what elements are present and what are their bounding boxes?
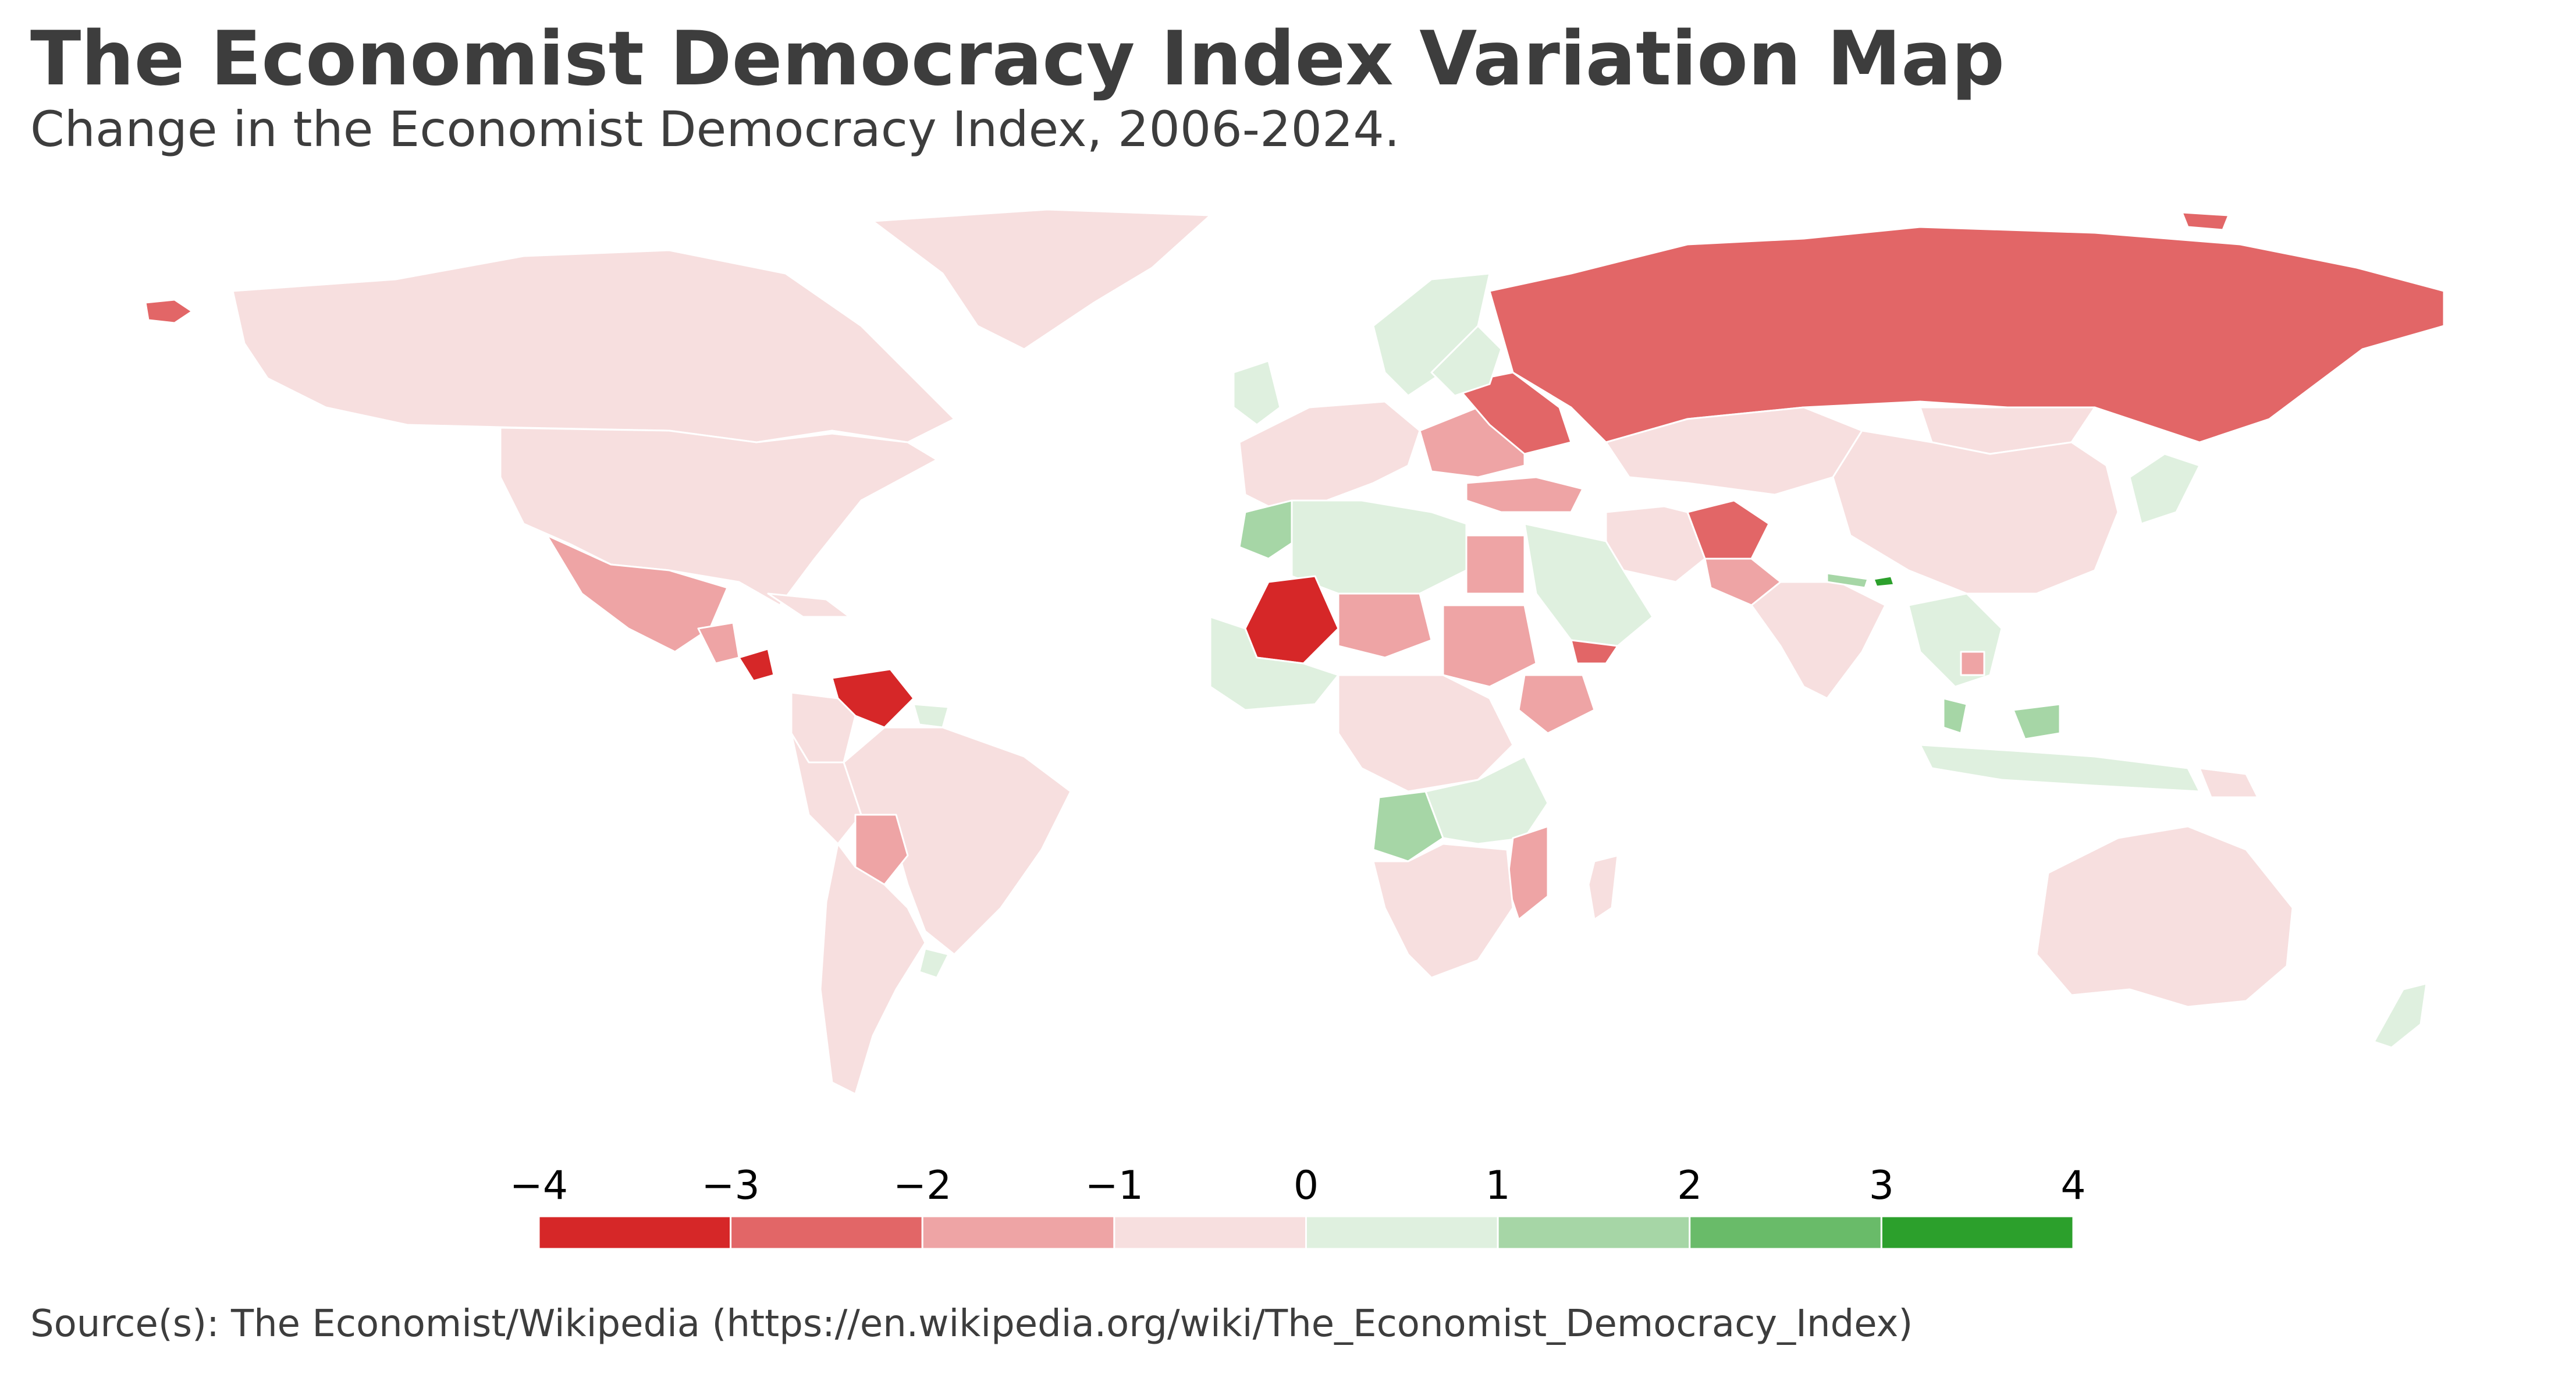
region-southern-africa bbox=[1372, 843, 1514, 979]
region-nepal-bhutan bbox=[1873, 575, 1895, 588]
colorbar-bin-2 bbox=[921, 1215, 1115, 1250]
colorbar-tick-label: 2 bbox=[1677, 1163, 1703, 1209]
region-sudan bbox=[1442, 604, 1537, 688]
region-nepal bbox=[1826, 572, 1869, 589]
region-southern-cone bbox=[819, 843, 926, 1095]
region-east-africa bbox=[1424, 755, 1549, 845]
region-indonesia-islands bbox=[1919, 744, 2201, 793]
region-southeast-asia bbox=[1907, 592, 2003, 688]
map-subtitle: Change in the Economist Democracy Index,… bbox=[30, 101, 1400, 158]
colorbar-tick-label: 0 bbox=[1293, 1163, 1319, 1209]
region-nicaragua bbox=[738, 648, 775, 682]
region-arabian-peninsula bbox=[1523, 523, 1654, 647]
colorbar-bin-4 bbox=[1305, 1215, 1499, 1250]
region-central-africa bbox=[1337, 674, 1514, 793]
colorbar-tick-label: −4 bbox=[509, 1163, 569, 1209]
colorbar-bin-7 bbox=[1880, 1215, 2074, 1250]
region-india bbox=[1750, 581, 1886, 700]
region-alaska-west bbox=[144, 299, 193, 324]
colorbar-bin-3 bbox=[1113, 1215, 1307, 1250]
region-australia bbox=[2035, 825, 2294, 1008]
region-chukotka-islands bbox=[2181, 211, 2230, 231]
colorbar-tick-label: 4 bbox=[2060, 1163, 2086, 1209]
region-ethiopia-somalia bbox=[1518, 674, 1596, 734]
colorbar-bin-1 bbox=[730, 1215, 923, 1250]
region-morocco bbox=[1238, 499, 1305, 560]
region-bolivia bbox=[854, 814, 909, 886]
colorbar-bin-6 bbox=[1689, 1215, 1882, 1250]
region-turkey bbox=[1465, 476, 1584, 513]
region-yemen bbox=[1570, 639, 1619, 665]
region-indonesia-borneo bbox=[2012, 703, 2061, 740]
region-egypt bbox=[1465, 534, 1526, 595]
colorbar-tick-label: 1 bbox=[1485, 1163, 1511, 1209]
region-china bbox=[1832, 429, 2119, 595]
region-niger-chad bbox=[1337, 592, 1433, 659]
region-uk-ireland bbox=[1232, 360, 1281, 426]
colorbar-bin-0 bbox=[538, 1215, 732, 1250]
colorbar-tick-label: −2 bbox=[893, 1163, 952, 1209]
region-central-america bbox=[697, 622, 740, 665]
region-cambodia bbox=[1960, 651, 1985, 676]
region-madagascar bbox=[1587, 854, 1619, 921]
map-title: The Economist Democracy Index Variation … bbox=[30, 16, 2005, 102]
region-guianas bbox=[912, 703, 950, 729]
region-uruguay bbox=[918, 947, 950, 979]
colorbar-tick-label: 3 bbox=[1868, 1163, 1895, 1209]
world-choropleth-map bbox=[144, 208, 2445, 1095]
region-canada bbox=[232, 249, 955, 443]
region-malaysia bbox=[1942, 697, 1968, 734]
region-baltics-finland bbox=[1430, 325, 1502, 397]
colorbar-bin-5 bbox=[1497, 1215, 1691, 1250]
region-papua bbox=[2198, 767, 2259, 798]
region-caribbean bbox=[767, 592, 851, 618]
region-united-states bbox=[499, 427, 938, 606]
colorbar-tick-label: −3 bbox=[701, 1163, 760, 1209]
region-angola bbox=[1372, 790, 1444, 862]
colorbar-tick-label: −1 bbox=[1085, 1163, 1143, 1209]
source-note: Source(s): The Economist/Wikipedia (http… bbox=[30, 1302, 1913, 1345]
region-north-africa bbox=[1291, 499, 1468, 595]
region-japan-korea bbox=[2129, 453, 2201, 525]
region-greenland bbox=[872, 208, 1211, 350]
region-new-zealand bbox=[2373, 982, 2428, 1049]
region-western-europe bbox=[1238, 400, 1421, 513]
